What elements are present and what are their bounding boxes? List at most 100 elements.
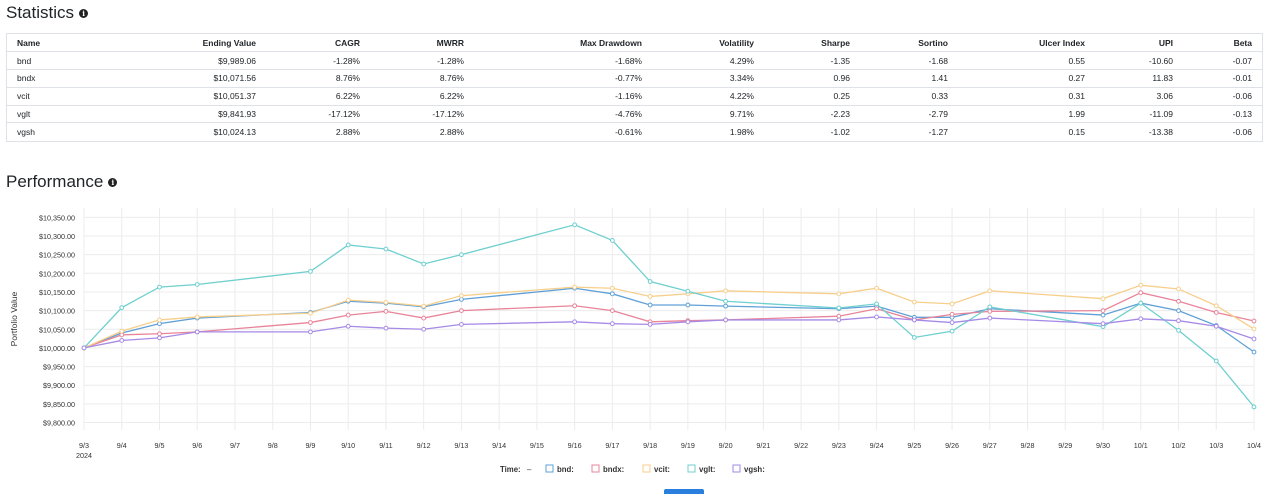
cell-beta: -0.06 — [1232, 127, 1252, 138]
column-header[interactable]: CAGR — [266, 34, 370, 53]
y-tick-label: $9,950.00 — [43, 363, 75, 372]
cell-sharpe: 0.25 — [764, 87, 860, 106]
data-point-vgsh — [81, 345, 87, 351]
data-point-vglt — [421, 261, 427, 267]
data-point-bndx — [1251, 318, 1257, 324]
data-point-vgsh — [911, 317, 917, 323]
data-point-vgsh — [836, 317, 842, 323]
data-point-vglt — [572, 222, 578, 228]
primary-button[interactable] — [664, 489, 704, 494]
y-tick-label: $10,050.00 — [39, 325, 75, 334]
legend-swatch-vgsh — [732, 464, 741, 473]
x-tick-label: 9/28 — [1021, 441, 1035, 450]
series-line-bnd — [83, 287, 1255, 353]
cell-upi: -11.09 — [1095, 105, 1183, 124]
x-tick-label: 9/5 — [154, 441, 164, 450]
cell-mwrr: -1.28% — [370, 51, 474, 71]
data-point-bnd — [1176, 308, 1181, 314]
y-tick-label: $10,000.00 — [39, 344, 75, 353]
x-tick-label: 9/30 — [1096, 441, 1110, 450]
data-point-bndx — [572, 303, 578, 309]
data-point-vgsh — [685, 319, 691, 325]
x-tick-label: 9/29 — [1058, 441, 1072, 450]
cell-volatility: 3.34% — [652, 69, 764, 88]
data-point-bndx — [1138, 290, 1144, 296]
data-point-vcit — [609, 285, 615, 291]
y-axis-label: Portfolio Value — [9, 291, 19, 346]
cell-sortino: -1.27 — [928, 127, 948, 138]
cell-max-drawdown: -0.77% — [474, 69, 652, 88]
statistics-table: Name Ending Value CAGR MWRR Max Drawdown… — [7, 34, 1262, 141]
data-point-bndx — [874, 306, 879, 312]
cell-sharpe: 0.96 — [764, 69, 860, 88]
data-point-vcit — [949, 301, 955, 307]
data-point-bndx — [1100, 308, 1106, 314]
data-point-bnd — [157, 321, 162, 327]
data-point-vcit — [421, 303, 427, 309]
data-point-bndx — [1213, 310, 1219, 315]
statistics-title: Statistics — [6, 3, 75, 22]
data-point-bndx — [459, 308, 464, 314]
cell-upi: -10.60 — [1095, 51, 1183, 71]
data-point-vglt — [609, 238, 615, 243]
info-icon[interactable]: i — [79, 8, 89, 18]
cell-upi: 3.06 — [1095, 87, 1183, 106]
data-point-bndx — [987, 308, 993, 314]
x-tick-label: 9/7 — [230, 441, 240, 450]
column-header[interactable]: Volatility — [652, 34, 764, 53]
x-tick-label: 9/25 — [907, 441, 921, 450]
cell-beta: -0.01 — [1183, 69, 1262, 88]
column-header[interactable]: Max Drawdown — [474, 34, 652, 53]
column-header[interactable]: Name — [7, 34, 146, 53]
cell-ulcer-index: 0.31 — [958, 87, 1095, 106]
column-header[interactable]: Sortino — [860, 34, 958, 53]
legend-swatch-vcit — [642, 464, 651, 473]
x-tick-label: 9/20 — [719, 441, 733, 450]
cell-volatility: 1.98% — [729, 127, 754, 138]
data-point-vglt — [345, 242, 351, 248]
data-point-vglt — [194, 282, 200, 287]
x-tick-label: 9/4 — [117, 441, 127, 450]
data-point-vgsh — [949, 320, 955, 325]
data-point-vgsh — [723, 317, 729, 323]
cell-name: vcit — [7, 87, 146, 106]
info-icon[interactable]: i — [108, 177, 118, 187]
cell-name: vgsh — [17, 127, 35, 138]
data-point-bndx — [308, 320, 313, 325]
data-point-bnd — [609, 291, 615, 297]
cell-sortino: -2.79 — [860, 105, 958, 124]
column-header[interactable]: MWRR — [370, 34, 474, 53]
data-point-vgsh — [157, 335, 162, 341]
data-point-vgsh — [345, 323, 351, 329]
x-tick-label: 9/13 — [454, 441, 468, 450]
legend-swatch-vglt — [687, 464, 696, 473]
data-point-bnd — [1100, 312, 1106, 318]
series-line-vglt — [83, 224, 1255, 408]
y-tick-label: $9,850.00 — [43, 400, 75, 409]
column-header[interactable]: UPI — [1095, 34, 1183, 53]
data-point-vglt — [1138, 300, 1144, 306]
statistics-heading: Statistics i — [6, 3, 89, 23]
column-header[interactable]: Ending Value — [146, 34, 266, 53]
data-point-vgsh — [987, 315, 993, 321]
cell-cagr: -1.28% — [266, 51, 370, 71]
data-point-vglt — [836, 305, 842, 311]
cell-name: bndx — [7, 69, 146, 88]
performance-chart[interactable]: $9,800.00 $9,850.00 $9,900.00 $9,950.00 $10,… — [0, 204, 1280, 494]
cell-ulcer-index: 0.55 — [958, 51, 1095, 71]
x-tick-label: 9/6 — [192, 441, 202, 450]
data-point-bnd — [1251, 349, 1257, 355]
performance-title: Performance — [6, 172, 104, 191]
data-point-bndx — [345, 312, 351, 318]
x-tick-label: 9/24 — [870, 441, 884, 450]
column-header[interactable]: Sharpe — [764, 34, 860, 53]
x-tick-label: 9/22 — [794, 441, 808, 450]
y-tick-label: $10,200.00 — [39, 269, 75, 278]
legend-label-bndx: bndx: — [603, 465, 624, 474]
column-header[interactable]: Ulcer Index — [958, 34, 1095, 53]
cell-cagr: 8.76% — [266, 69, 370, 88]
data-point-bndx — [157, 331, 162, 337]
column-header[interactable]: Beta — [1183, 34, 1262, 53]
data-point-vcit — [572, 284, 578, 290]
data-point-vcit — [119, 328, 125, 334]
